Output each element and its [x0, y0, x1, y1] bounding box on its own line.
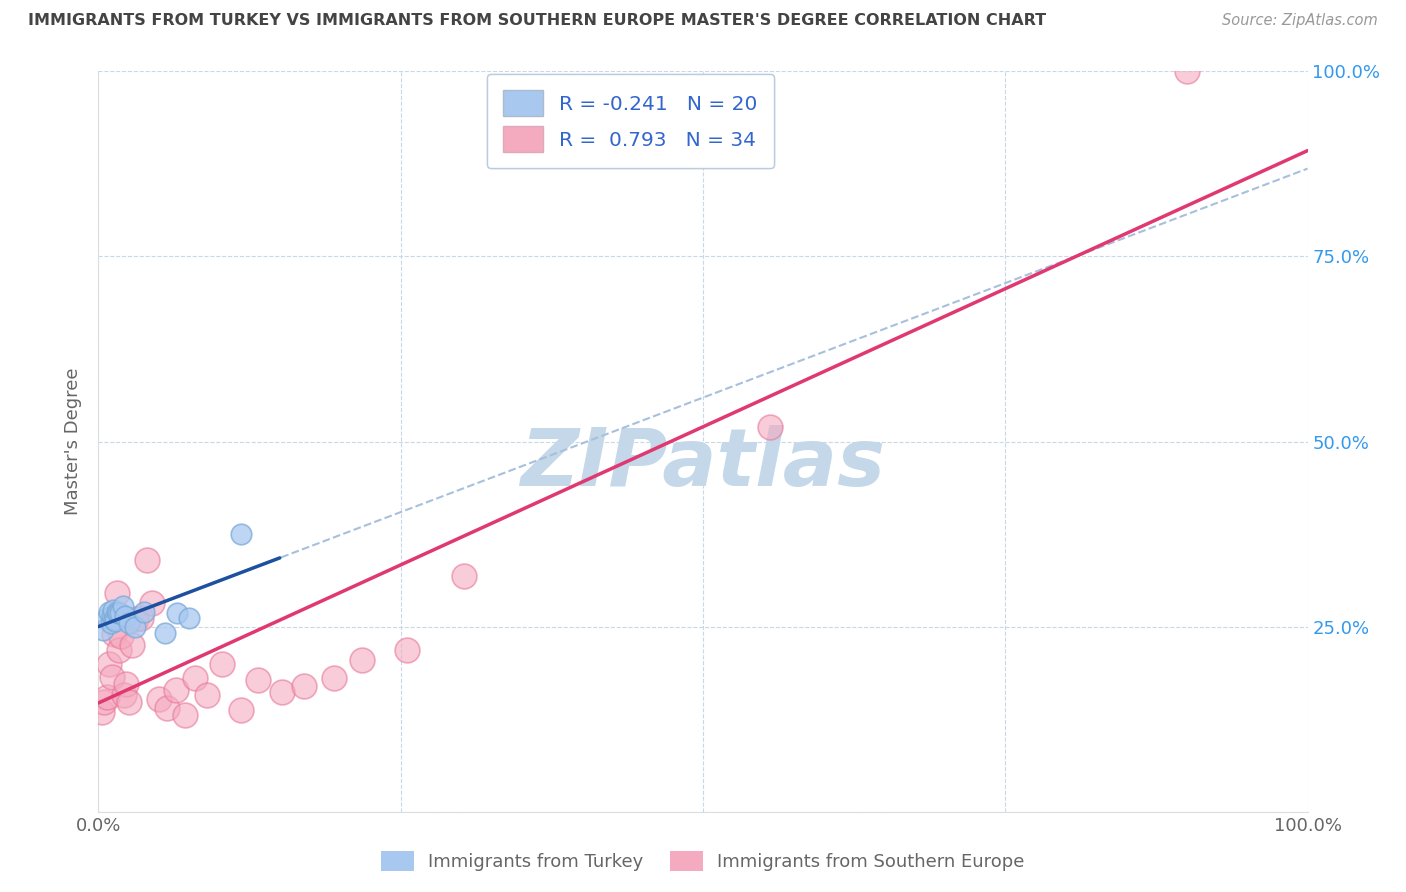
Legend: Immigrants from Turkey, Immigrants from Southern Europe: Immigrants from Turkey, Immigrants from …	[374, 844, 1032, 879]
Point	[107, 607, 129, 621]
Point	[758, 419, 780, 434]
Point	[91, 624, 114, 638]
Point	[121, 638, 143, 652]
Point	[101, 603, 124, 617]
Point	[323, 672, 346, 686]
Point	[229, 527, 252, 541]
Point	[105, 605, 128, 619]
Point	[110, 628, 132, 642]
Point	[211, 657, 233, 671]
Point	[112, 688, 135, 702]
Point	[179, 611, 201, 625]
Point	[124, 619, 146, 633]
Point	[166, 607, 188, 621]
Point	[165, 682, 187, 697]
Point	[100, 670, 122, 684]
Point	[105, 586, 128, 600]
Point	[96, 611, 118, 625]
Point	[184, 672, 207, 686]
Point	[100, 608, 122, 623]
Point	[100, 615, 122, 630]
Point	[135, 553, 157, 567]
Point	[118, 695, 141, 709]
Point	[1175, 64, 1198, 78]
Point	[395, 643, 418, 657]
Point	[108, 643, 131, 657]
Point	[195, 688, 218, 702]
Text: ZIPatlas: ZIPatlas	[520, 425, 886, 503]
Point	[108, 607, 131, 621]
Point	[148, 692, 170, 706]
Y-axis label: Master's Degree: Master's Degree	[65, 368, 83, 516]
Point	[247, 673, 270, 687]
Point	[103, 627, 125, 641]
Text: Source: ZipAtlas.com: Source: ZipAtlas.com	[1222, 13, 1378, 29]
Point	[118, 615, 141, 630]
Point	[292, 679, 315, 693]
Text: IMMIGRANTS FROM TURKEY VS IMMIGRANTS FROM SOUTHERN EUROPE MASTER'S DEGREE CORREL: IMMIGRANTS FROM TURKEY VS IMMIGRANTS FRO…	[28, 13, 1046, 29]
Point	[174, 708, 197, 723]
Point	[453, 569, 475, 583]
Point	[125, 612, 148, 626]
Point	[91, 705, 114, 719]
Point	[111, 599, 134, 613]
Point	[103, 612, 125, 626]
Point	[114, 608, 136, 623]
Point	[153, 625, 176, 640]
Point	[350, 653, 373, 667]
Point	[96, 690, 118, 704]
Legend: R = -0.241   N = 20, R =  0.793   N = 34: R = -0.241 N = 20, R = 0.793 N = 34	[486, 74, 773, 168]
Point	[129, 611, 152, 625]
Point	[98, 605, 121, 619]
Point	[134, 605, 156, 619]
Point	[229, 702, 252, 716]
Point	[271, 685, 294, 699]
Point	[93, 695, 115, 709]
Point	[104, 614, 127, 628]
Point	[141, 596, 163, 610]
Point	[115, 677, 138, 691]
Point	[156, 701, 179, 715]
Point	[98, 657, 121, 671]
